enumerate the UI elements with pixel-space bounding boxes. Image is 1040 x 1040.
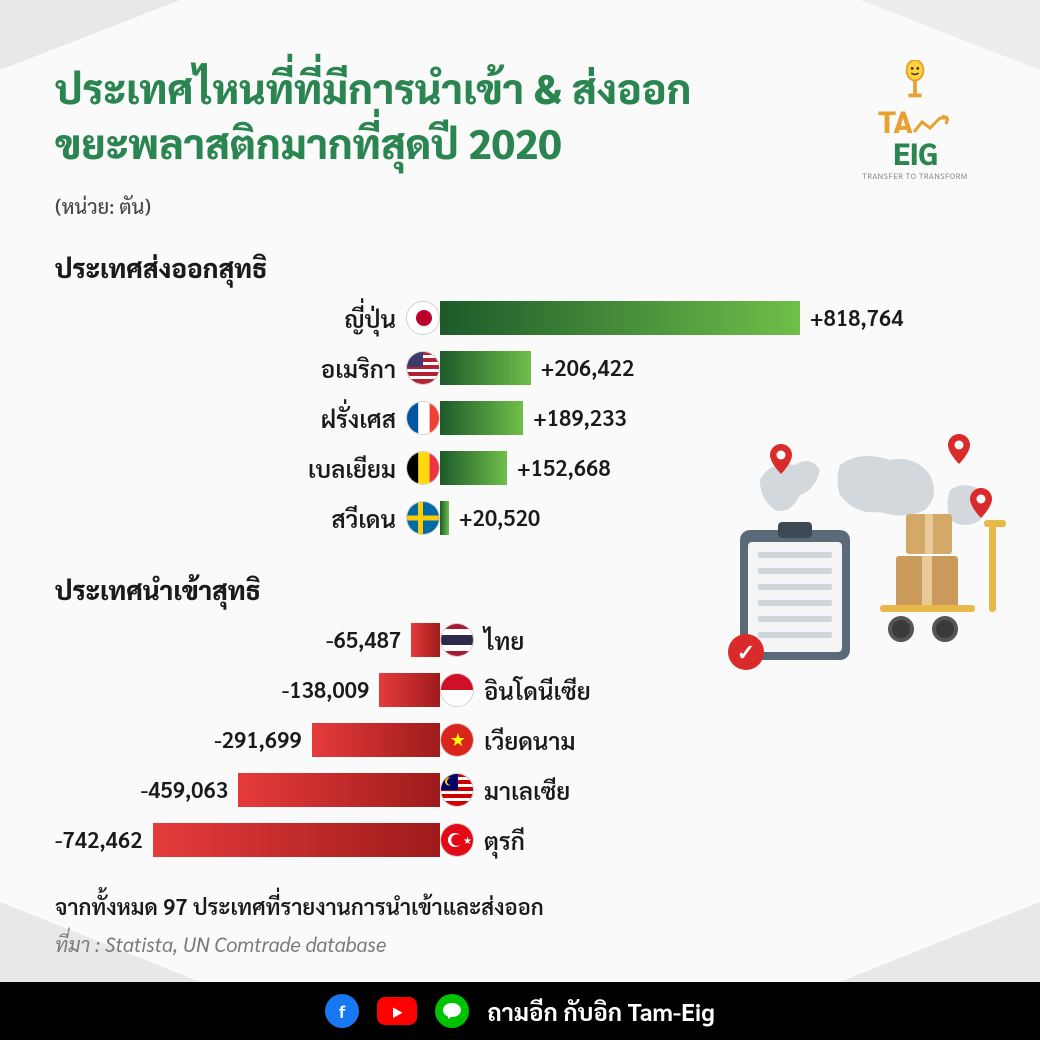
bar [440,401,523,435]
page-title: ประเทศไหนที่ที่มีการนำเข้า & ส่งออก ขยะพ… [55,60,845,171]
country-label: ตุรกี [484,824,525,856]
bar [440,351,531,385]
chart-row: ฝรั่งเศส +189,233 [55,395,985,441]
map-pin-icon [770,444,792,474]
line-icon[interactable] [435,994,469,1028]
bar [440,451,507,485]
exporters-label: ประเทศส่งออกสุทธิ [55,251,985,285]
unit-label: (หน่วย: ตัน) [55,193,845,219]
value-label: +20,520 [459,504,540,532]
country-label: อเมริกา [321,352,396,384]
flag-icon [406,301,440,335]
flag-icon [440,673,474,707]
svg-text:★: ★ [463,834,472,847]
country-label: เวียดนาม [484,724,575,756]
value-label: -291,699 [214,726,302,754]
youtube-icon[interactable]: ▶ [377,997,417,1025]
bar [411,623,440,657]
chart-row: -291,699 ★ เวียดนาม [55,717,985,763]
chart-row: อเมริกา +206,422 [55,345,985,391]
hand-truck-icon [870,510,1000,650]
chart-row: ญี่ปุ่น +818,764 [55,295,985,341]
country-label: ญี่ปุ่น [344,302,396,334]
bar [153,823,440,857]
svg-text:★: ★ [450,728,466,751]
source-text: ที่มา : Statista, UN Comtrade database [55,931,985,957]
flag-icon: ★ [440,723,474,757]
bar [312,723,440,757]
country-label: สวีเดน [331,502,396,534]
bar [379,673,440,707]
flag-icon [406,501,440,535]
value-label: +818,764 [810,304,904,332]
mic-icon [901,60,929,102]
flag-icon: ★ [440,823,474,857]
country-label: ฝรั่งเศส [321,402,396,434]
value-label: -138,009 [282,676,370,704]
country-label: มาเลเซีย [484,774,570,806]
logo-text-2: EIG [845,138,985,168]
title-line2: ขยะพลาสติกมากที่สุดปี 2020 [55,115,562,169]
bar [440,301,800,335]
facebook-icon[interactable]: f [325,994,359,1028]
footer: f ▶ ถามอีก กับอิก Tam-Eig [0,982,1040,1040]
bar [440,501,449,535]
footnote: จากทั้งหมด 97 ประเทศที่รายงานการนำเข้าแล… [55,893,985,921]
checkmark-icon: ✓ [728,634,764,670]
bar [238,773,440,807]
country-label: ไทย [484,624,524,656]
illustration: ✓ [720,440,1000,660]
chart-row: -742,462 ★ ตุรกี [55,817,985,863]
value-label: -742,462 [55,826,143,854]
map-pin-icon [948,434,970,464]
value-label: +206,422 [541,354,635,382]
flag-icon [406,451,440,485]
country-label: เบลเยียม [308,452,396,484]
title-line1: ประเทศไหนที่ที่มีการนำเข้า & ส่งออก [55,60,691,114]
clipboard-icon: ✓ [740,530,850,660]
flag-icon [440,773,474,807]
country-label: อินโดนีเซีย [484,674,591,706]
value-label: -459,063 [141,776,229,804]
chart-row: -138,009 อินโดนีเซีย [55,667,985,713]
value-label: +189,233 [533,404,627,432]
brand-logo: TA EIG TRANSFER TO TRANSFORM [845,60,985,181]
flag-icon [406,351,440,385]
logo-tagline: TRANSFER TO TRANSFORM [845,170,985,181]
flag-icon [406,401,440,435]
chart-row: -459,063 มาเลเซีย [55,767,985,813]
value-label: +152,668 [517,454,611,482]
value-label: -65,487 [326,626,401,654]
footer-text: ถามอีก กับอิก Tam-Eig [487,995,714,1027]
flag-icon [440,623,474,657]
